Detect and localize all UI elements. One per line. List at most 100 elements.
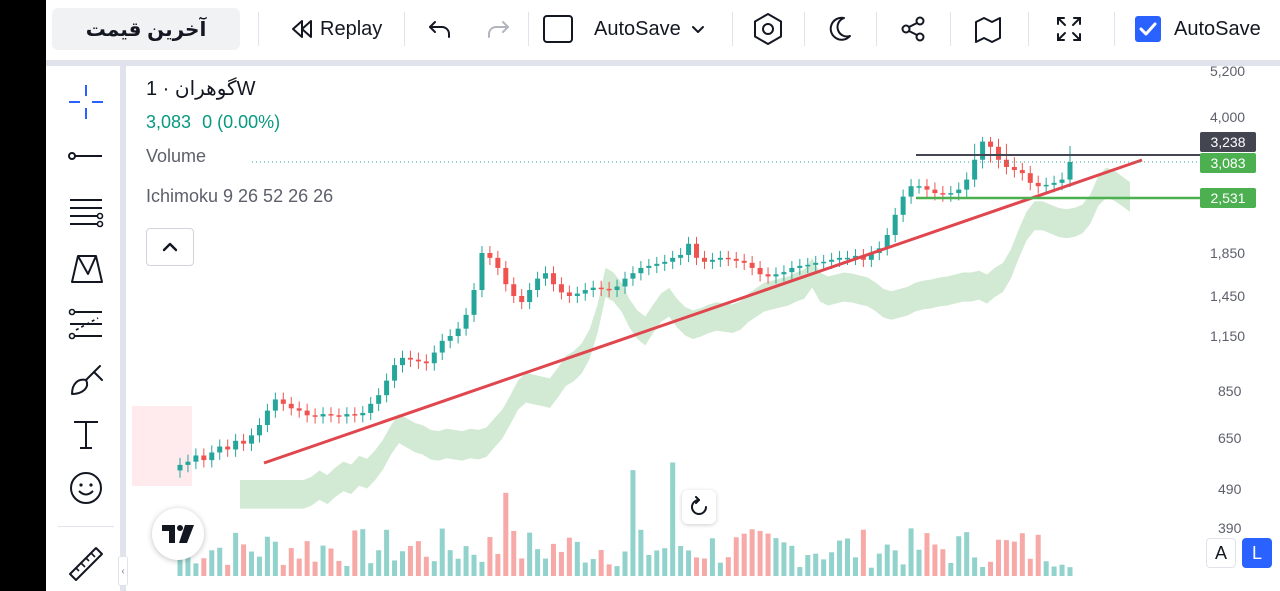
last-price: 3,083: [146, 112, 192, 132]
volume-bar: [686, 550, 692, 576]
log-scale-button[interactable]: L: [1242, 538, 1272, 568]
candle-body: [964, 179, 970, 190]
candle-body: [264, 410, 270, 426]
volume-bar: [574, 541, 580, 576]
volume-bar: [209, 550, 215, 576]
volume-bar: [662, 548, 668, 576]
price-scale-label: 490: [1218, 481, 1242, 497]
candle-body: [892, 214, 898, 235]
snapshot-icon: [975, 17, 1001, 43]
candle-body: [630, 273, 636, 279]
candle-body: [868, 253, 874, 260]
text-tool[interactable]: [64, 412, 108, 456]
legend-collapse-button[interactable]: [146, 228, 194, 266]
volume-bar: [360, 529, 366, 576]
auto-scale-button[interactable]: A: [1206, 538, 1236, 568]
volume-bar: [773, 538, 779, 576]
checkbox-icon[interactable]: [1134, 15, 1162, 43]
candle-body: [1059, 179, 1065, 183]
candle-body: [503, 267, 509, 285]
ichimoku-indicator-label[interactable]: Ichimoku 9 26 52 26 26: [146, 186, 334, 206]
collapse-toolbar-button[interactable]: ‹: [118, 556, 128, 586]
theme-toggle-button[interactable]: [824, 10, 854, 48]
candle-body: [233, 440, 239, 450]
candle-body: [614, 286, 620, 291]
fib-retracement-icon: [70, 199, 104, 228]
candle-body: [733, 258, 739, 261]
share-icon: [901, 16, 925, 42]
candle-body: [439, 340, 445, 353]
prediction-icon: [68, 308, 102, 340]
pattern-xabcd-icon: [71, 255, 103, 283]
candle-body: [455, 328, 461, 336]
volume-bar: [860, 529, 866, 576]
volume-bar: [376, 550, 382, 576]
price-scale-label: 390: [1218, 520, 1242, 536]
candle-body: [1003, 159, 1009, 167]
candle-body: [344, 414, 350, 417]
ruler-tool[interactable]: [64, 542, 108, 586]
volume-bar: [392, 560, 398, 576]
reset-chart-button[interactable]: [682, 490, 716, 524]
snapshot-button[interactable]: [972, 10, 1004, 48]
candle-body: [749, 262, 755, 268]
prediction-tool[interactable]: [64, 302, 108, 346]
trend-line: [263, 158, 1143, 465]
volume-bar: [527, 532, 533, 576]
candle-body: [686, 243, 692, 255]
volume-bar: [201, 558, 207, 576]
candle-body: [360, 412, 366, 416]
volume-bar: [1043, 561, 1049, 576]
brush-tool[interactable]: [64, 358, 108, 402]
candle-body: [328, 414, 334, 416]
volume-bar: [924, 533, 930, 576]
price-chart[interactable]: [132, 66, 1280, 591]
trend-line-tool[interactable]: [64, 134, 108, 178]
emoji-tool[interactable]: [64, 466, 108, 510]
volume-bar: [1019, 533, 1025, 576]
volume-indicator-label[interactable]: Volume: [146, 146, 207, 166]
candle-body: [209, 452, 215, 461]
volume-bar: [948, 562, 954, 576]
price-tag: 2,531: [1200, 188, 1256, 208]
pattern-tool[interactable]: [64, 246, 108, 290]
brush-icon: [71, 365, 103, 395]
symbol-search-button[interactable]: آخرین قیمت: [52, 8, 240, 50]
toolbar-divider: [804, 12, 805, 46]
volume-bar: [511, 530, 517, 576]
volume-bar: [479, 561, 485, 576]
autosave-layout-label: AutoSave: [594, 17, 681, 40]
layout-square-icon: [543, 15, 573, 43]
chart-legend: گوهران · 1W 3,083 0 (0.00%) Volume Ichim…: [146, 74, 333, 208]
volume-bar: [717, 562, 723, 576]
volume-bar: [304, 541, 310, 576]
candle-body: [662, 261, 668, 264]
candle-body: [511, 284, 517, 296]
candle-body: [845, 257, 850, 260]
redo-button[interactable]: [484, 10, 512, 48]
volume-bar: [431, 561, 437, 576]
candle-body: [598, 287, 604, 290]
volume-bar: [598, 549, 604, 576]
fullscreen-button[interactable]: [1054, 10, 1084, 48]
symbol-label: آخرین قیمت: [85, 18, 207, 41]
undo-button[interactable]: [426, 10, 454, 48]
candle-body: [606, 288, 612, 291]
chart-pane[interactable]: گوهران · 1W 3,083 0 (0.00%) Volume Ichim…: [132, 63, 1280, 591]
replay-button[interactable]: Replay: [290, 10, 382, 48]
volume-bar: [1003, 540, 1009, 576]
volume-bar: [622, 551, 628, 576]
candle-body: [765, 274, 771, 277]
autosave-toggle[interactable]: AutoSave: [1134, 10, 1261, 48]
volume-bar: [837, 540, 843, 576]
settings-button[interactable]: [750, 10, 786, 48]
share-button[interactable]: [898, 10, 928, 48]
fib-tool[interactable]: [64, 190, 108, 234]
volume-bar: [423, 556, 429, 576]
candle-body: [781, 272, 787, 275]
volume-bar: [407, 545, 413, 576]
layout-autosave-button[interactable]: AutoSave: [542, 10, 709, 48]
tradingview-logo[interactable]: [152, 508, 204, 560]
crosshair-tool[interactable]: [64, 80, 108, 124]
candle-body: [304, 410, 310, 416]
